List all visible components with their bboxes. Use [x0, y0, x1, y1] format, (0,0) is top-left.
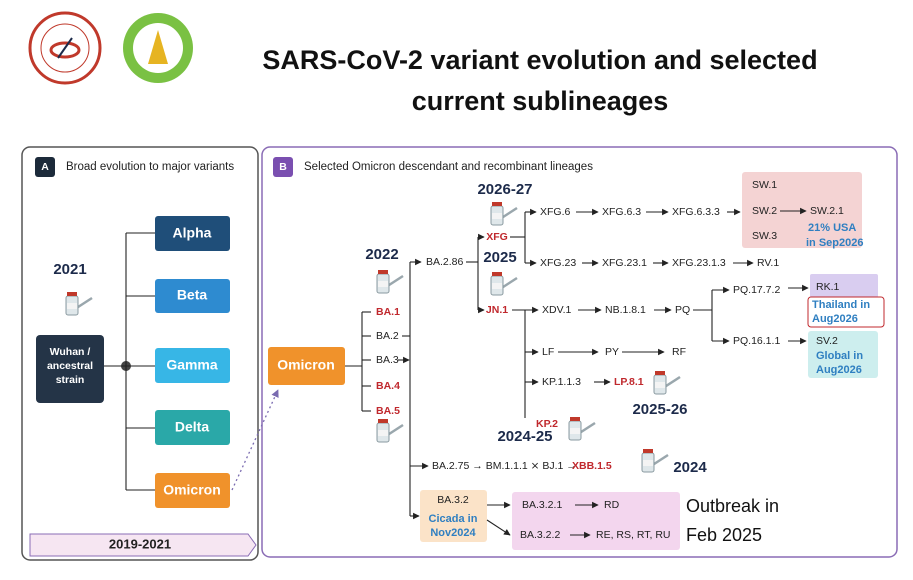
logo-left	[28, 11, 102, 85]
note: Aug2026	[816, 364, 862, 376]
lineage: NB.1.8.1	[605, 304, 646, 316]
panel-label: B	[279, 161, 287, 173]
root-box	[36, 335, 104, 403]
lineage: XFG.6.3.3	[672, 206, 720, 218]
badge-a	[35, 157, 55, 177]
lineage: SV.2	[816, 335, 838, 347]
lineage: BA.2.86	[426, 256, 464, 268]
lineage: PY	[605, 346, 619, 358]
lineage: BA.3.2.2	[520, 529, 560, 541]
lineage: BA.3.2.1	[522, 499, 562, 511]
lineage-chain: BA.2.75 → BM.1.1.1 ⨯ BJ.1 →	[432, 460, 577, 472]
lineage: XFG.23.1.3	[672, 257, 726, 269]
lineage: SW.1	[752, 179, 777, 191]
root-label: strain	[56, 374, 85, 386]
note: in Sep2026	[806, 237, 863, 249]
lineage: PQ.17.7.2	[733, 284, 780, 296]
year-label: 2025	[483, 249, 516, 266]
timeline-a	[29, 533, 257, 557]
lineage: XFG	[486, 231, 508, 243]
variant-box	[155, 410, 230, 445]
lineage: RE, RS, RT, RU	[596, 529, 670, 541]
lineage: XFG.6.3	[602, 206, 641, 218]
root-label: Wuhan /	[50, 346, 91, 358]
ba32-box	[420, 490, 487, 542]
lineage: SW.2.1	[810, 205, 844, 217]
lineage: LP.8.1	[614, 376, 644, 388]
lineage: SW.2	[752, 205, 777, 217]
lineage: BA.1	[376, 306, 400, 318]
root-label: ancestral	[47, 360, 93, 372]
lineage: BA.3.2	[437, 494, 469, 506]
year-label: 2024-25	[497, 428, 552, 445]
note: Thailand in	[812, 299, 870, 311]
note: Cicada in	[429, 513, 478, 525]
timeline-label: 2019-2021	[109, 536, 171, 551]
lineage: RF	[672, 346, 686, 358]
panel-title: Selected Omicron descendant and recombin…	[304, 161, 593, 173]
variant-label: Gamma	[166, 357, 218, 373]
arrow	[486, 519, 511, 536]
variant-box	[155, 473, 230, 508]
variant-box	[155, 348, 230, 383]
variant-label: Beta	[177, 287, 208, 303]
logo-right	[123, 13, 193, 83]
year-label: 2026-27	[477, 181, 532, 198]
outbreak-note: Feb 2025	[686, 525, 762, 545]
lineage: XFG.23	[540, 257, 576, 269]
year-label: 2024	[673, 459, 707, 476]
title: current sublineages	[412, 86, 669, 116]
title: SARS-CoV-2 variant evolution and selecte…	[262, 45, 817, 75]
variant-label: Delta	[175, 419, 209, 435]
lineage: BA.5	[376, 405, 400, 417]
outbreak-note: Outbreak in	[686, 496, 779, 516]
variant-box	[155, 279, 230, 313]
lineage: XBB.1.5	[572, 460, 612, 472]
lineage: BA.2	[376, 330, 399, 342]
link-arrow	[231, 389, 279, 491]
lineage: BA.3	[376, 354, 399, 366]
note: Nov2024	[430, 527, 476, 539]
variant-label: Omicron	[163, 482, 221, 498]
lineage: KP.2	[536, 418, 558, 430]
lineage: RD	[604, 499, 620, 511]
lineage: XDV.1	[542, 304, 572, 316]
lineage: PQ	[675, 304, 690, 316]
lineage: RK.1	[816, 281, 840, 293]
root-box	[268, 347, 345, 385]
variant-label: Alpha	[173, 225, 212, 241]
lineage: XFG.6	[540, 206, 571, 218]
lineage: KP.1.1.3	[542, 376, 581, 388]
year-label: 2022	[365, 246, 398, 263]
year-label: 2021	[53, 261, 86, 278]
note: Global in	[816, 350, 863, 362]
badge-b	[273, 157, 293, 177]
lineage: JN.1	[486, 304, 508, 316]
lineage: LF	[542, 346, 554, 358]
note: 21% USA	[808, 222, 856, 234]
thailand-box	[807, 296, 885, 328]
rk-box	[810, 274, 878, 298]
sv-box	[808, 331, 878, 378]
lineage: BA.4	[376, 380, 400, 392]
lineage: XFG.23.1	[602, 257, 647, 269]
lineage: SW.3	[752, 230, 777, 242]
lineage: PQ.16.1.1	[733, 335, 780, 347]
note: Aug2026	[812, 313, 858, 325]
lineage: RV.1	[757, 257, 779, 269]
year-label: 2025-26	[632, 401, 687, 418]
panel-title: Broad evolution to major variants	[66, 161, 234, 173]
panel-label: A	[41, 161, 49, 173]
root-label: Omicron	[277, 357, 335, 373]
variant-box	[155, 216, 230, 251]
ba32-sub-box	[512, 492, 680, 550]
